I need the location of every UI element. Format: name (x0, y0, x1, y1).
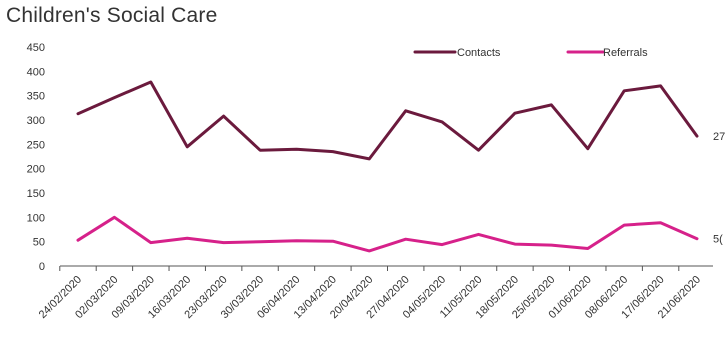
end-labels: 27 5( (713, 131, 725, 246)
y-tick-label: 400 (27, 66, 45, 78)
y-tick-label: 200 (27, 164, 45, 176)
y-tick-label: 150 (27, 188, 45, 200)
y-tick-label: 450 (27, 42, 45, 54)
y-tick-label: 50 (33, 237, 45, 249)
legend-label-referrals: Referrals (603, 47, 648, 59)
chart-title: Children's Social Care (6, 4, 218, 27)
y-tick-label: 0 (39, 261, 45, 273)
legend-label-contacts: Contacts (457, 47, 501, 59)
y-tick-label: 100 (27, 212, 45, 224)
y-tick-label: 300 (27, 115, 45, 127)
y-tick-label: 250 (27, 139, 45, 151)
series-layer (76, 80, 699, 253)
series-line-contacts (76, 80, 699, 161)
y-tick-label: 350 (27, 91, 45, 103)
legend: Contacts Referrals (413, 47, 648, 59)
end-label-referrals: 5( (713, 234, 723, 246)
axis-layer: 05010015020025030035040045024/02/202002/… (27, 42, 713, 321)
series-line-referrals (76, 215, 699, 253)
end-label-contacts: 27 (713, 131, 725, 143)
